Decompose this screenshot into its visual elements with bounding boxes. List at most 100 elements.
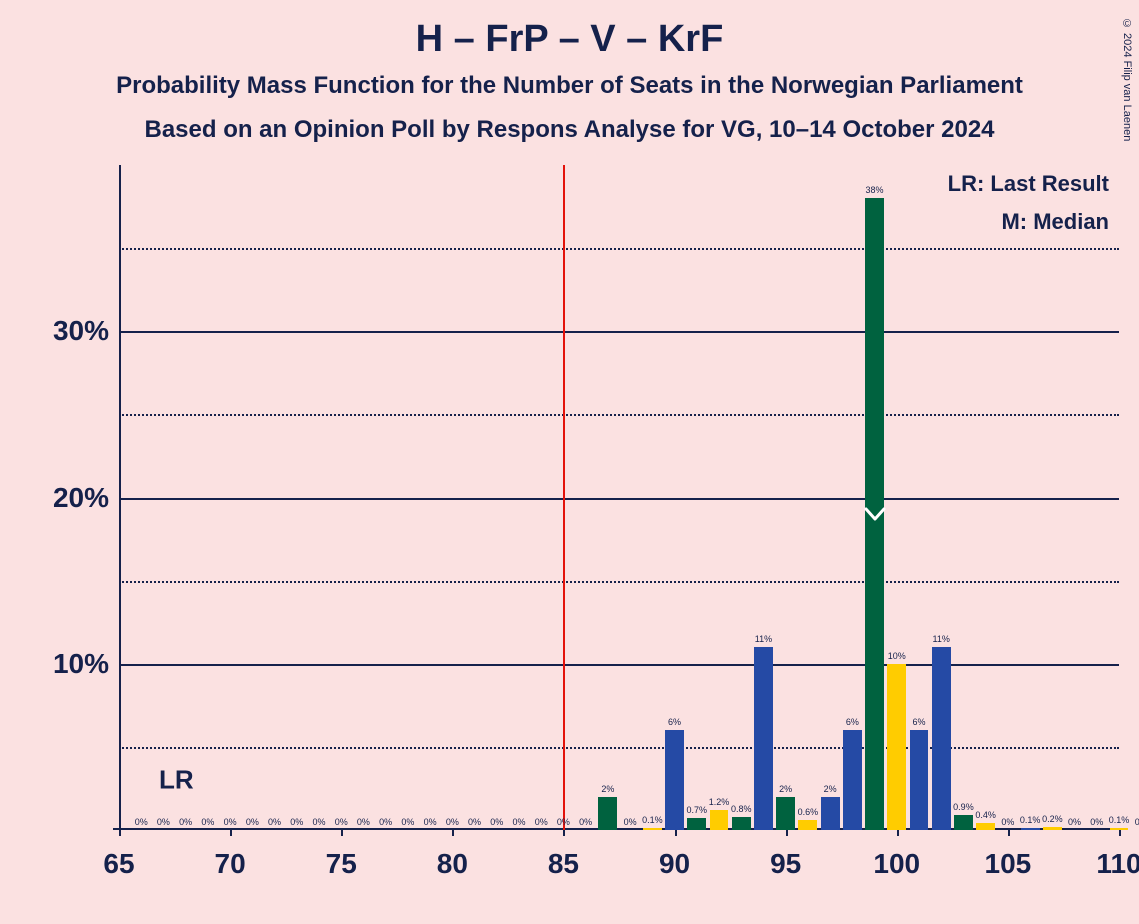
bar-value-label: 0% xyxy=(246,817,259,827)
bar-value-label: 2% xyxy=(601,784,614,794)
bar xyxy=(1110,828,1129,830)
legend-lr: LR: Last Result xyxy=(948,171,1109,197)
bar xyxy=(954,815,973,830)
bar-value-label: 0.8% xyxy=(731,804,752,814)
bar xyxy=(1021,828,1040,830)
bar-value-label: 11% xyxy=(755,634,772,644)
x-tick xyxy=(786,830,788,836)
bar-value-label: 0% xyxy=(1135,817,1139,827)
bar-value-label: 0% xyxy=(468,817,481,827)
x-tick-label: 95 xyxy=(770,848,801,880)
bar-value-label: 0% xyxy=(224,817,237,827)
bar-value-label: 0.1% xyxy=(1020,815,1041,825)
bar-value-label: 0.9% xyxy=(953,802,974,812)
bar-value-label: 0% xyxy=(1068,817,1081,827)
y-tick-label: 10% xyxy=(24,648,109,680)
bar-value-label: 2% xyxy=(779,784,792,794)
x-tick xyxy=(452,830,454,836)
grid-major xyxy=(119,331,1119,333)
x-tick-label: 75 xyxy=(326,848,357,880)
bar-value-label: 0% xyxy=(490,817,503,827)
bar-value-label: 1.2% xyxy=(709,797,730,807)
bar-value-label: 0% xyxy=(379,817,392,827)
bar xyxy=(687,818,706,830)
bar-value-label: 6% xyxy=(846,717,859,727)
bar xyxy=(710,810,729,830)
x-tick-label: 85 xyxy=(548,848,579,880)
last-result-line xyxy=(563,165,565,830)
legend-m: M: Median xyxy=(1001,209,1109,235)
last-result-label: LR xyxy=(159,765,194,796)
x-tick xyxy=(230,830,232,836)
bar-value-label: 11% xyxy=(933,634,950,644)
bar-value-label: 6% xyxy=(668,717,681,727)
median-marker-icon xyxy=(864,507,886,521)
grid-minor xyxy=(119,414,1119,416)
bar-value-label: 0% xyxy=(1090,817,1103,827)
x-tick-label: 70 xyxy=(215,848,246,880)
bar xyxy=(643,828,662,830)
bar xyxy=(1043,827,1062,830)
bar-value-label: 0% xyxy=(290,817,303,827)
bar-value-label: 0% xyxy=(179,817,192,827)
bar xyxy=(776,797,795,830)
grid-minor xyxy=(119,581,1119,583)
chart-subtitle-2: Based on an Opinion Poll by Respons Anal… xyxy=(0,116,1139,144)
y-tick-label: 30% xyxy=(24,315,109,347)
x-tick-label: 65 xyxy=(103,848,134,880)
x-tick-label: 80 xyxy=(437,848,468,880)
bar-value-label: 0% xyxy=(579,817,592,827)
x-tick-label: 105 xyxy=(985,848,1032,880)
grid-minor xyxy=(119,747,1119,749)
bar-value-label: 38% xyxy=(866,185,884,195)
x-tick xyxy=(563,830,565,836)
bar-value-label: 0% xyxy=(357,817,370,827)
bar-value-label: 0.7% xyxy=(687,805,708,815)
bar xyxy=(910,730,929,830)
bar xyxy=(887,664,906,830)
bar-value-label: 0% xyxy=(624,817,637,827)
bar xyxy=(754,647,773,830)
plot-area: LR: Last Result M: Median 10%20%30%65707… xyxy=(119,165,1119,830)
bar-value-label: 0% xyxy=(424,817,437,827)
x-tick xyxy=(1008,830,1010,836)
x-tick-label: 100 xyxy=(873,848,920,880)
bar xyxy=(932,647,951,830)
bar xyxy=(821,797,840,830)
x-tick xyxy=(675,830,677,836)
bar-value-label: 0.1% xyxy=(642,815,663,825)
bar-value-label: 0% xyxy=(446,817,459,827)
bar-value-label: 0% xyxy=(557,817,570,827)
bar-value-label: 2% xyxy=(824,784,837,794)
bar-value-label: 0% xyxy=(312,817,325,827)
bar-value-label: 0% xyxy=(268,817,281,827)
bar-value-label: 0% xyxy=(335,817,348,827)
grid-major xyxy=(119,664,1119,666)
x-tick xyxy=(897,830,899,836)
grid-major xyxy=(119,498,1119,500)
bar-value-label: 0% xyxy=(135,817,148,827)
x-tick xyxy=(119,830,121,836)
chart-title: H – FrP – V – KrF xyxy=(0,18,1139,61)
grid-minor xyxy=(119,248,1119,250)
bar-value-label: 0% xyxy=(157,817,170,827)
x-tick xyxy=(341,830,343,836)
copyright-text: © 2024 Filip van Laenen xyxy=(1121,18,1133,141)
bar-value-label: 10% xyxy=(888,651,906,661)
x-tick-label: 90 xyxy=(659,848,690,880)
bar-value-label: 0.1% xyxy=(1109,815,1130,825)
bar xyxy=(843,730,862,830)
bar xyxy=(732,817,751,830)
bar-value-label: 0% xyxy=(512,817,525,827)
bar xyxy=(976,823,995,830)
bar xyxy=(665,730,684,830)
bar-value-label: 0% xyxy=(201,817,214,827)
bar-value-label: 6% xyxy=(912,717,925,727)
y-tick-label: 20% xyxy=(24,482,109,514)
bar-value-label: 0% xyxy=(535,817,548,827)
bar-value-label: 0.2% xyxy=(1042,814,1063,824)
x-tick-label: 110 xyxy=(1096,848,1139,880)
chart-subtitle-1: Probability Mass Function for the Number… xyxy=(0,72,1139,100)
x-tick xyxy=(1119,830,1121,836)
bar-value-label: 0% xyxy=(401,817,414,827)
